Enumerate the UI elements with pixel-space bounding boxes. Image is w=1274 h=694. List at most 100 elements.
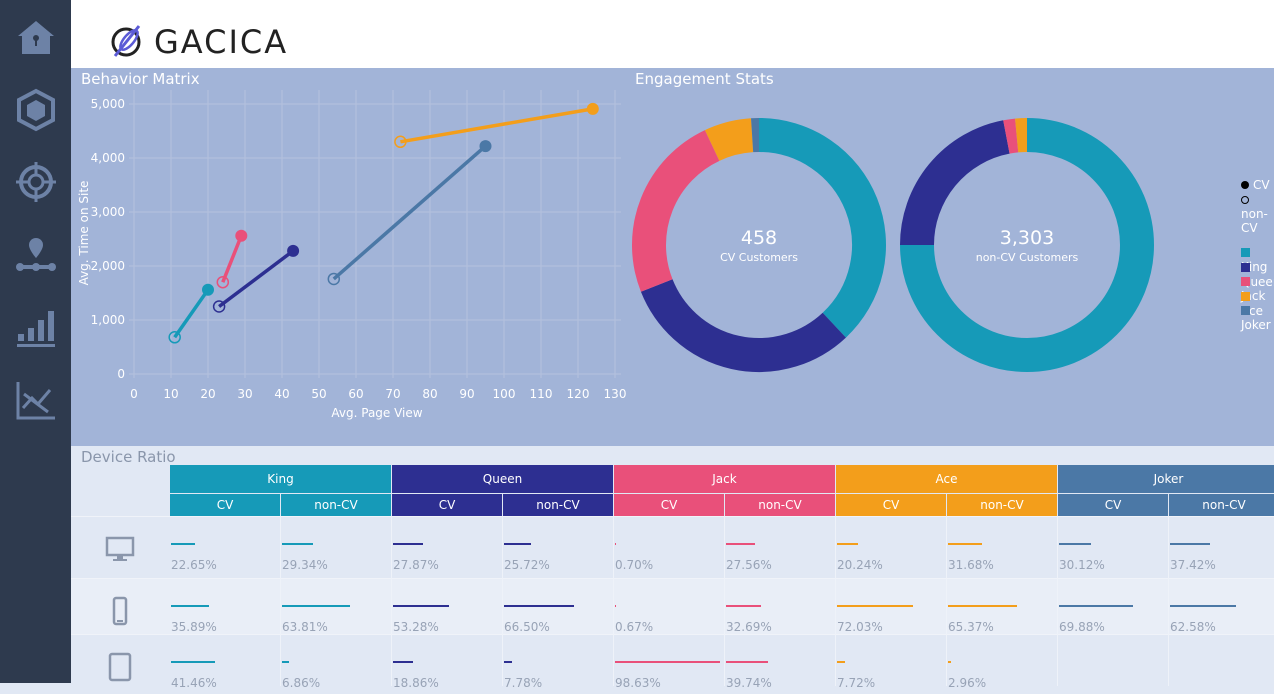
trend-chart-icon <box>14 378 58 422</box>
ratio-bar <box>726 605 761 607</box>
ratio-value: 27.56% <box>726 558 772 572</box>
y-axis-label: Avg. Time on Site <box>77 181 91 286</box>
donut-slice-jack <box>649 145 712 285</box>
point-cv-jack <box>235 230 247 242</box>
series-line-ace <box>400 109 592 142</box>
y-tick-label: 0 <box>117 367 125 381</box>
nav-target[interactable] <box>14 160 58 204</box>
x-tick-label: 30 <box>237 387 252 401</box>
ratio-bar <box>282 605 350 607</box>
x-axis-label: Avg. Page View <box>331 406 422 420</box>
smartphone-icon <box>105 596 135 626</box>
color-swatch-icon <box>1241 306 1250 315</box>
ratio-value: 2.96% <box>948 676 986 690</box>
x-tick-label: 110 <box>530 387 553 401</box>
ratio-bar <box>393 661 413 663</box>
ratio-value: 62.58% <box>1170 620 1216 634</box>
ratio-value: 41.46% <box>171 676 217 690</box>
ratio-bar <box>171 661 215 663</box>
nav-bar-chart[interactable] <box>14 306 58 350</box>
ratio-value: 32.69% <box>726 620 772 634</box>
map-pin-route-icon <box>14 234 58 278</box>
x-tick-label: 80 <box>422 387 437 401</box>
sub-header: CV <box>614 494 724 516</box>
ratio-bar <box>171 605 209 607</box>
point-cv-joker <box>480 140 492 152</box>
ratio-value: 18.86% <box>393 676 439 690</box>
ratio-bar <box>837 543 858 545</box>
legend-non-cv: non-CV <box>1241 193 1274 235</box>
ratio-bar <box>726 661 768 663</box>
donut-slice-queen <box>917 137 1006 245</box>
hollow-dot-icon <box>1241 196 1249 204</box>
x-tick-label: 50 <box>311 387 326 401</box>
nav-trend[interactable] <box>14 378 58 422</box>
donut-slice-jack <box>1006 135 1016 136</box>
ratio-value: 7.78% <box>504 676 542 690</box>
series-line-jack <box>223 236 242 282</box>
ratio-value: 69.88% <box>1059 620 1105 634</box>
home-icon <box>14 16 58 60</box>
group-header-queen: Queen <box>392 465 613 493</box>
point-non-cv-joker <box>328 273 339 284</box>
ratio-value: 27.87% <box>393 558 439 572</box>
y-tick-label: 2,000 <box>91 259 125 273</box>
nav-cube[interactable] <box>14 88 58 132</box>
group-header-jack: Jack <box>614 465 835 493</box>
tablet-icon <box>105 652 135 682</box>
sub-header: CV <box>170 494 280 516</box>
sub-header: CV <box>836 494 946 516</box>
ratio-bar <box>726 543 755 545</box>
ratio-value: 20.24% <box>837 558 883 572</box>
sub-header: non-CV <box>947 494 1057 516</box>
color-swatch-icon <box>1241 248 1250 257</box>
ratio-bar <box>504 543 531 545</box>
y-tick-label: 4,000 <box>91 151 125 165</box>
ratio-bar <box>504 661 512 663</box>
ratio-bar <box>837 661 845 663</box>
ratio-bar <box>948 543 982 545</box>
table-row <box>71 634 1274 694</box>
sub-header: non-CV <box>1169 494 1274 516</box>
bar-chart-icon <box>14 306 58 350</box>
ratio-bar <box>615 605 616 607</box>
ratio-bar <box>837 605 913 607</box>
donut-label: non-CV Customers <box>976 251 1079 264</box>
nav-home[interactable] <box>14 16 58 60</box>
column-divider <box>835 516 836 686</box>
ratio-bar <box>393 543 423 545</box>
x-tick-label: 120 <box>567 387 590 401</box>
x-tick-label: 20 <box>200 387 215 401</box>
ratio-bar <box>1059 543 1091 545</box>
donut-label: CV Customers <box>720 251 798 264</box>
x-tick-label: 100 <box>493 387 516 401</box>
ratio-value: 25.72% <box>504 558 550 572</box>
ratio-bar <box>171 543 195 545</box>
cube-icon <box>14 88 58 132</box>
ratio-value: 98.63% <box>615 676 661 690</box>
ratio-value: 29.34% <box>282 558 328 572</box>
x-tick-label: 70 <box>385 387 400 401</box>
ratio-value: 0.70% <box>615 558 653 572</box>
sub-header: non-CV <box>281 494 391 516</box>
color-swatch-icon <box>1241 277 1250 286</box>
group-header-joker: Joker <box>1058 465 1274 493</box>
ratio-value: 0.67% <box>615 620 653 634</box>
group-header-king: King <box>170 465 391 493</box>
donut-slice-queen <box>657 285 835 355</box>
y-tick-label: 3,000 <box>91 205 125 219</box>
ratio-bar <box>282 543 313 545</box>
nav-route[interactable] <box>14 234 58 278</box>
ratio-value: 53.28% <box>393 620 439 634</box>
legend-cv: CV <box>1241 178 1270 192</box>
logo-text: GACICA <box>154 23 288 60</box>
device-ratio-title: Device Ratio <box>81 448 176 466</box>
point-cv-queen <box>287 245 299 257</box>
ratio-bar <box>615 661 720 663</box>
column-divider <box>280 516 281 686</box>
color-swatch-icon <box>1241 292 1250 301</box>
sidebar <box>0 0 71 683</box>
